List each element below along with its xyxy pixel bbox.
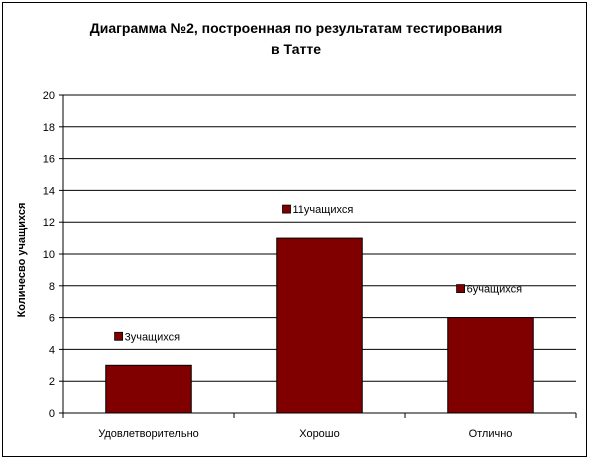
category-label-2: Отлично: [469, 428, 513, 440]
data-label-key-1: [282, 204, 291, 214]
category-labels: Удовлетворительно Хорошо Отлично: [98, 428, 512, 440]
category-label-1: Хорошо: [299, 428, 340, 440]
data-label-0: 3учащихся: [125, 331, 181, 343]
bar-chart: Диаграмма №2, построенная по результатам…: [16, 20, 577, 440]
y-tick-label-4: 4: [49, 344, 55, 356]
y-axis-ticks: 0 2 4 6 8 10 12 14 16 18 20: [43, 90, 63, 420]
bars: [105, 237, 534, 414]
y-tick-label-8: 8: [49, 281, 55, 293]
data-label-key-0: [114, 331, 123, 341]
axes: [62, 95, 577, 418]
y-tick-label-12: 12: [43, 217, 55, 229]
y-tick-label-14: 14: [43, 185, 55, 197]
chart-title-line-1: Диаграмма №2, построенная по результатам…: [90, 20, 503, 36]
y-axis-label: Количесво учащихся: [16, 203, 28, 318]
data-label-2: 6учащихся: [467, 284, 523, 296]
y-tick-label-18: 18: [43, 122, 55, 134]
y-tick-label-10: 10: [43, 249, 55, 261]
chart-title-line-2: в Татте: [271, 41, 321, 57]
data-label-key-2: [456, 284, 466, 294]
bar-0: [105, 364, 192, 414]
data-label-1: 11учащихся: [293, 204, 354, 216]
y-tick-label-2: 2: [49, 376, 55, 388]
y-tick-label-16: 16: [43, 154, 55, 166]
data-labels: 3учащихся 11учащихся 6учащихся: [114, 204, 523, 343]
chart-frame: Диаграмма №2, построенная по результатам…: [2, 2, 587, 457]
y-tick-label-6: 6: [49, 313, 55, 325]
category-label-0: Удовлетворительно: [98, 428, 199, 440]
y-tick-label-0: 0: [49, 408, 55, 420]
bar-1: [276, 237, 363, 414]
bar-2: [447, 317, 534, 414]
y-tick-label-20: 20: [43, 90, 55, 102]
